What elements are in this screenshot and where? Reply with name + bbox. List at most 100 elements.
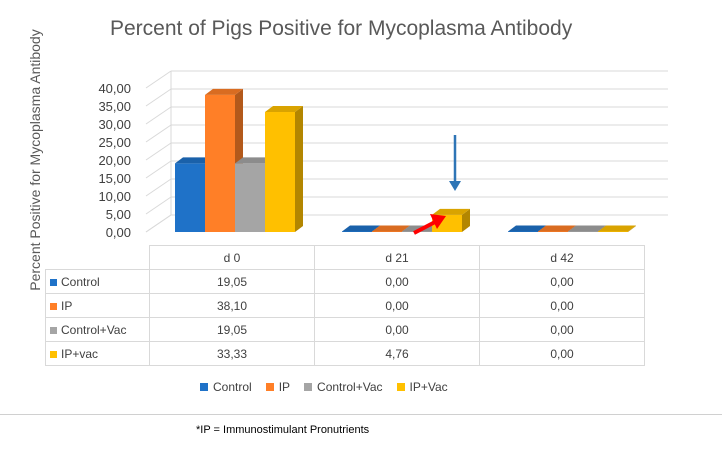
bar-front bbox=[175, 163, 205, 232]
gridline-side bbox=[145, 160, 172, 179]
bar-top bbox=[265, 106, 303, 113]
y-tick-label: 30,00 bbox=[98, 117, 131, 132]
legend-label: Control bbox=[213, 380, 252, 394]
bar-top bbox=[568, 225, 606, 232]
bar-top bbox=[205, 88, 243, 95]
bar bbox=[598, 225, 636, 232]
bar-front bbox=[538, 231, 568, 232]
table-header-cell: d 21 bbox=[314, 245, 480, 270]
table-cell: 0,00 bbox=[479, 341, 645, 366]
table-row: IP 38,10 0,00 0,00 bbox=[45, 293, 645, 318]
row-label-text: IP bbox=[61, 298, 73, 313]
gridline-side bbox=[145, 88, 172, 107]
bar-top bbox=[598, 225, 636, 232]
table-cell: 19,05 bbox=[149, 317, 315, 342]
bar-top bbox=[508, 225, 546, 232]
bar-side bbox=[462, 208, 470, 232]
gridline-side bbox=[145, 178, 172, 197]
legend-label: IP+Vac bbox=[409, 380, 448, 394]
table-cell: 0,00 bbox=[479, 269, 645, 294]
table-row: Control 19,05 0,00 0,00 bbox=[45, 269, 645, 294]
legend-swatch bbox=[265, 383, 274, 391]
legend: Control IP Control+Vac IP+Vac bbox=[200, 380, 448, 394]
bar-top bbox=[235, 157, 273, 164]
bar-front bbox=[508, 231, 538, 232]
gridline-side bbox=[145, 106, 172, 125]
bar-front bbox=[568, 231, 598, 232]
bar-top bbox=[175, 157, 213, 164]
gridline-side bbox=[145, 142, 172, 161]
table-cell: 19,05 bbox=[149, 269, 315, 294]
gridline-side bbox=[145, 196, 172, 215]
legend-key-ip-vac bbox=[50, 350, 57, 358]
legend-key-control-vac bbox=[50, 326, 57, 334]
legend-item: Control bbox=[200, 380, 252, 394]
bar-top bbox=[432, 208, 470, 215]
bar bbox=[265, 106, 303, 232]
table-header-row: d 0 d 21 d 42 bbox=[46, 245, 645, 270]
y-tick-label: 25,00 bbox=[98, 135, 131, 150]
table-row-label: Control+Vac bbox=[45, 317, 150, 342]
bar-front bbox=[205, 94, 235, 232]
legend-item: IP+Vac bbox=[396, 380, 448, 394]
chart-title: Percent of Pigs Positive for Mycoplasma … bbox=[110, 17, 573, 40]
table-row-label: IP+vac bbox=[45, 341, 150, 366]
y-tick-label: 5,00 bbox=[106, 207, 131, 222]
gridline-side bbox=[145, 214, 172, 233]
y-tick-labels: 0,00 5,00 10,00 15,00 20,00 25,00 30,00 35,00 40… bbox=[98, 81, 131, 240]
y-tick-label: 20,00 bbox=[98, 153, 131, 168]
footnote: *IP = Immunostimulant Pronutrients bbox=[196, 424, 370, 436]
y-tick-label: 10,00 bbox=[98, 189, 131, 204]
legend-swatch bbox=[396, 383, 405, 391]
table-cell: 0,00 bbox=[314, 269, 480, 294]
bar-top bbox=[342, 225, 380, 232]
bar-front bbox=[342, 231, 372, 232]
table-cell: 4,76 bbox=[314, 341, 480, 366]
legend-item: IP bbox=[265, 380, 291, 394]
table-corner bbox=[46, 246, 150, 270]
legend-key-control bbox=[50, 278, 57, 286]
table-cell: 0,00 bbox=[314, 293, 480, 318]
bar-front bbox=[235, 163, 265, 232]
bars bbox=[175, 88, 636, 232]
bar-side bbox=[295, 106, 303, 232]
y-tick-label: 0,00 bbox=[106, 225, 131, 240]
legend-item: Control+Vac bbox=[304, 380, 383, 394]
gridline-side bbox=[145, 70, 172, 89]
bar-top bbox=[372, 225, 410, 232]
y-tick-label: 35,00 bbox=[98, 99, 131, 114]
bar-front bbox=[265, 112, 295, 232]
table-row-label: IP bbox=[45, 293, 150, 318]
bar-top bbox=[538, 225, 576, 232]
table-cell: 0,00 bbox=[479, 293, 645, 318]
y-tick-label: 15,00 bbox=[98, 171, 131, 186]
chart-area bbox=[0, 414, 722, 415]
bar bbox=[432, 208, 470, 232]
legend-swatch bbox=[200, 383, 208, 391]
table-header-cell: d 42 bbox=[479, 245, 645, 270]
annotations bbox=[413, 135, 461, 235]
gridline-side bbox=[145, 124, 172, 143]
table-cell: 38,10 bbox=[149, 293, 315, 318]
bar-front bbox=[372, 231, 402, 232]
table-cell: 33,33 bbox=[149, 341, 315, 366]
table-row: IP+vac 33,33 4,76 0,00 bbox=[45, 341, 645, 366]
legend-label: IP bbox=[278, 380, 291, 394]
legend-swatch bbox=[304, 383, 313, 391]
red-arrow-shaft bbox=[413, 219, 438, 235]
table-row: Control+Vac 19,05 0,00 0,00 bbox=[45, 317, 645, 342]
data-table: d 0 d 21 d 42 Control 19,05 0,00 0,00 IP… bbox=[45, 245, 645, 366]
table-header-cell: d 0 bbox=[149, 245, 315, 270]
table-cell: 0,00 bbox=[479, 317, 645, 342]
table-cell: 0,00 bbox=[314, 317, 480, 342]
row-label-text: IP+vac bbox=[61, 346, 99, 361]
bar-side bbox=[628, 225, 636, 232]
row-label-text: Control bbox=[61, 274, 100, 289]
table-row-label: Control bbox=[45, 269, 150, 294]
chart-plot: 0,00 5,00 10,00 15,00 20,00 25,00 30,00 35,00 40… bbox=[98, 70, 668, 240]
blue-arrow-head bbox=[449, 181, 461, 191]
bar-front bbox=[598, 231, 628, 232]
y-tick-label: 40,00 bbox=[98, 81, 131, 96]
legend-key-ip bbox=[50, 302, 57, 310]
red-arrow-head bbox=[430, 214, 446, 229]
